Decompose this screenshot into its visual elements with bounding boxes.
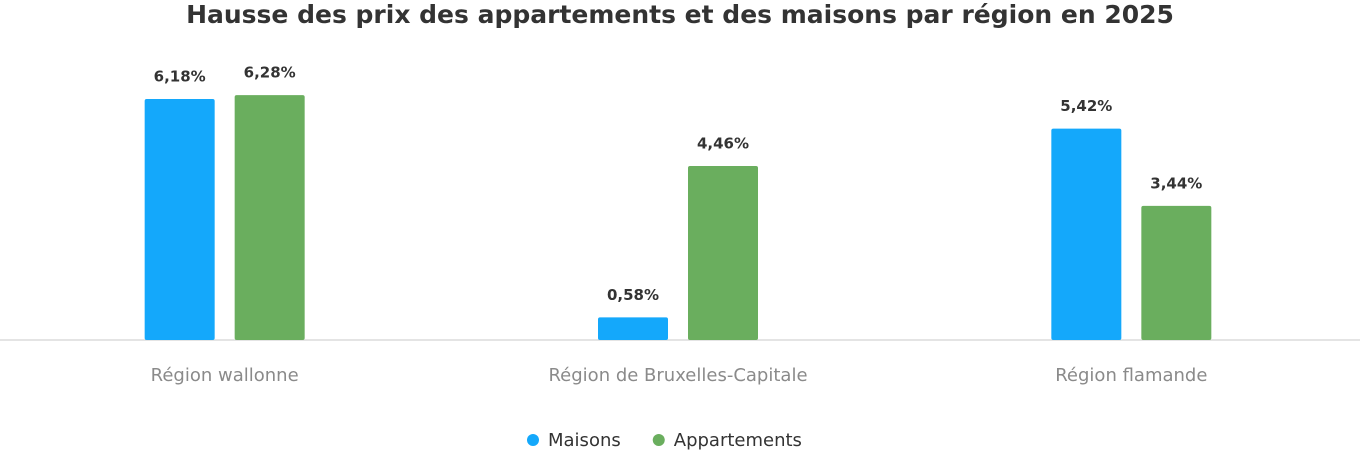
x-tick-label: Région de Bruxelles-Capitale xyxy=(548,365,807,386)
bar xyxy=(1051,128,1122,340)
x-tick-label: Région wallonne xyxy=(151,365,299,386)
value-label: 5,42% xyxy=(1060,97,1112,115)
legend-label: Maisons xyxy=(548,430,621,451)
bar xyxy=(144,98,215,340)
bar xyxy=(598,317,668,340)
chart-title: Hausse des prix des appartements et des … xyxy=(186,0,1174,29)
legend-label: Appartements xyxy=(674,430,802,451)
x-tick-label: Région flamande xyxy=(1055,365,1207,386)
bar xyxy=(688,166,758,340)
bar xyxy=(1141,205,1212,340)
legend-marker xyxy=(652,434,665,446)
value-label: 4,46% xyxy=(697,135,749,153)
value-label: 6,18% xyxy=(154,67,206,85)
value-label: 3,44% xyxy=(1150,174,1202,192)
value-label: 6,28% xyxy=(244,64,296,82)
legend-marker xyxy=(527,434,539,446)
value-label: 0,58% xyxy=(607,286,659,304)
bar xyxy=(234,95,305,340)
